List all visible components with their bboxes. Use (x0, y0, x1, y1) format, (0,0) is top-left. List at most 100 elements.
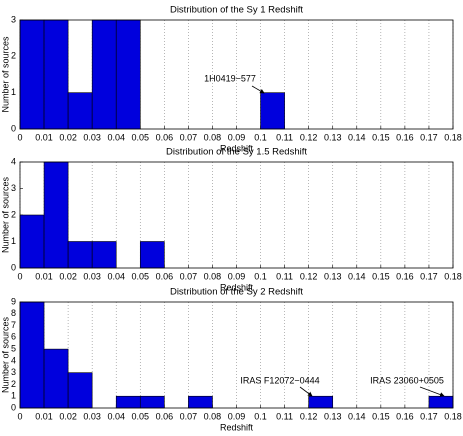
x-tick-label: 0.13 (324, 132, 342, 142)
x-tick-label: 0.14 (348, 271, 366, 281)
bar (139, 395, 165, 409)
x-tick-label: 0.08 (204, 271, 222, 281)
axes-frame (19, 301, 454, 409)
x-tick-label: 0 (17, 132, 22, 142)
y-tick-label: 5 (11, 343, 16, 353)
x-tick-label: 0.08 (204, 411, 222, 421)
x-tick-label: 0.18 (444, 132, 462, 142)
x-tick-label: 0.01 (35, 271, 53, 281)
bar (115, 395, 141, 409)
bar (188, 395, 213, 409)
annotation: 1H0419−577 (204, 73, 256, 83)
x-tick-label: 0.1 (254, 411, 267, 421)
x-tick-label: 0.13 (324, 411, 342, 421)
y-tick-label: 1 (11, 87, 16, 97)
x-tick-label: 0.01 (35, 132, 53, 142)
x-tick-label: 0.17 (420, 132, 438, 142)
annotation-arrow (251, 85, 265, 94)
annotation-arrow (419, 386, 445, 397)
bar (19, 214, 45, 269)
x-tick-label: 0.14 (348, 411, 366, 421)
y-tick-label: 4 (11, 355, 16, 365)
y-tick-label: 2 (11, 379, 16, 389)
x-tick-label: 0.07 (180, 411, 198, 421)
x-tick-label: 0.09 (228, 132, 246, 142)
x-tick-label: 0.15 (372, 132, 390, 142)
bar (43, 161, 69, 269)
chart-title: Distribution of the Sy 1.5 Redshift (166, 147, 307, 158)
annotation: IRAS F12072−0444 (240, 375, 319, 385)
bar (260, 92, 285, 130)
x-tick-label: 0.12 (300, 411, 318, 421)
bar (67, 241, 93, 269)
y-tick-label: 4 (11, 156, 16, 166)
y-tick-label: 1 (11, 236, 16, 246)
x-tick-label: 0.05 (132, 271, 150, 281)
x-tick-label: 0.09 (228, 411, 246, 421)
x-tick-label: 0.17 (420, 271, 438, 281)
axes-frame (19, 161, 454, 269)
x-tick-label: 0.15 (372, 271, 390, 281)
x-tick-label: 0.12 (300, 132, 318, 142)
x-tick-label: 0.08 (204, 132, 222, 142)
x-tick-label: 0.15 (372, 411, 390, 421)
x-tick-label: 0.11 (276, 411, 293, 421)
bar (67, 372, 93, 409)
x-tick-label: 0.16 (396, 271, 414, 281)
y-tick-label: 3 (11, 14, 16, 24)
x-tick-label: 0.14 (348, 132, 366, 142)
bar (19, 301, 45, 409)
y-tick-label: 0 (11, 123, 16, 133)
bar (43, 348, 69, 409)
x-tick-label: 0.05 (132, 411, 150, 421)
x-tick-label: 0.04 (107, 411, 125, 421)
x-tick-label: 0.1 (254, 132, 267, 142)
x-tick-label: 0 (17, 411, 22, 421)
x-tick-label: 0.09 (228, 271, 246, 281)
x-tick-label: 0.11 (276, 271, 293, 281)
annotation-arrow (299, 386, 313, 397)
y-tick-label: 9 (11, 296, 16, 306)
chart-title: Distribution of the Sy 2 Redshift (170, 287, 303, 298)
bar (67, 92, 93, 130)
y-axis-label: Number of sources (0, 36, 10, 113)
y-tick-label: 2 (11, 51, 16, 61)
x-tick-label: 0.02 (59, 132, 77, 142)
y-tick-label: 8 (11, 308, 16, 318)
y-tick-label: 0 (11, 402, 16, 412)
x-tick-label: 0.03 (83, 411, 101, 421)
bar (43, 19, 69, 130)
x-tick-label: 0.1 (254, 271, 267, 281)
y-tick-label: 1 (11, 391, 16, 401)
x-tick-label: 0.13 (324, 271, 342, 281)
x-tick-label: 0.16 (396, 411, 414, 421)
x-tick-label: 0.06 (156, 132, 174, 142)
x-tick-label: 0.12 (300, 271, 318, 281)
bar (91, 241, 117, 269)
x-tick-label: 0.18 (444, 411, 462, 421)
bar (428, 395, 454, 409)
annotation: IRAS 23060+0505 (370, 375, 444, 385)
x-tick-label: 0.01 (35, 411, 53, 421)
bar (19, 19, 45, 130)
x-tick-label: 0.03 (83, 132, 101, 142)
x-tick-label: 0.07 (180, 271, 198, 281)
axes-frame (19, 19, 454, 130)
x-tick-label: 0.06 (156, 411, 174, 421)
x-tick-label: 0.06 (156, 271, 174, 281)
x-tick-label: 0.03 (83, 271, 101, 281)
y-axis-label: Number of sources (0, 316, 10, 393)
bar (308, 395, 334, 409)
bar (91, 19, 117, 130)
y-tick-label: 6 (11, 332, 16, 342)
x-tick-label: 0.18 (444, 271, 462, 281)
y-tick-label: 7 (11, 320, 16, 330)
bar (139, 241, 165, 269)
y-tick-label: 0 (11, 262, 16, 272)
x-tick-label: 0.17 (420, 411, 438, 421)
x-tick-label: 0.02 (59, 271, 77, 281)
x-tick-label: 0.07 (180, 132, 198, 142)
y-tick-label: 2 (11, 209, 16, 219)
chart-title: Distribution of the Sy 1 Redshift (170, 5, 303, 16)
